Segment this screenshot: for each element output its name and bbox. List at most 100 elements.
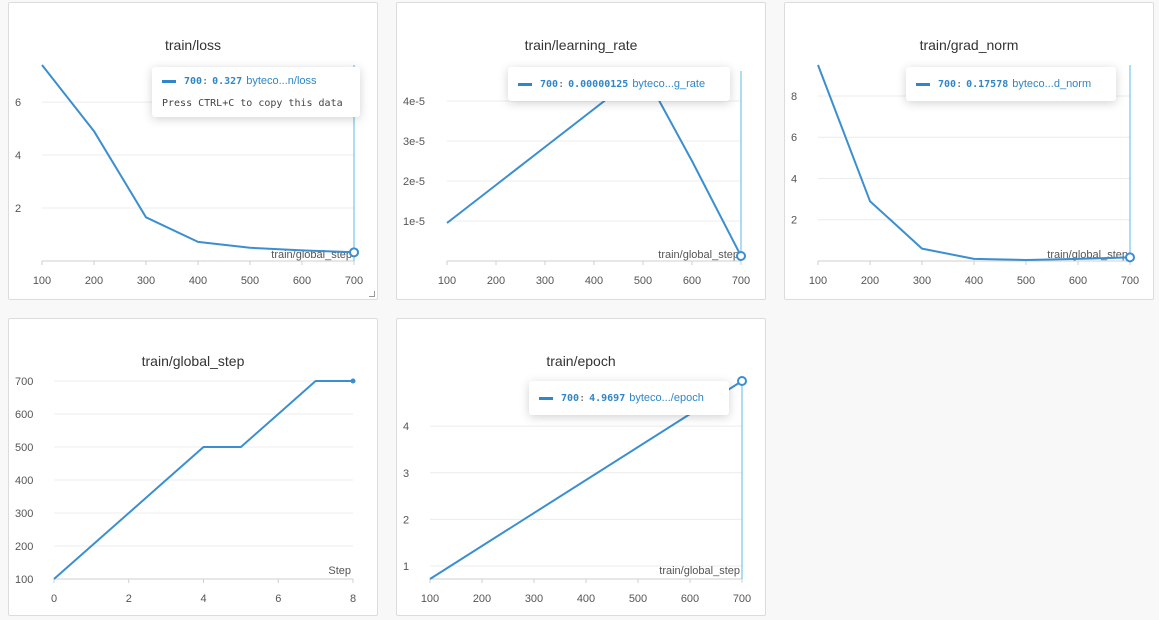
- x-tick-label: 300: [525, 593, 543, 605]
- tooltip-step: 700: [938, 78, 957, 90]
- tooltip-step: 700: [561, 392, 580, 404]
- tooltip-value: 0.327: [212, 75, 243, 87]
- x-tick-label: 200: [861, 275, 879, 287]
- chart-panel-train-loss[interactable]: 2 4 6 100 200 300 400 500 600 700 train/global_ste…: [8, 2, 378, 300]
- x-tick-label: 200: [487, 275, 505, 287]
- x-tick-label: 300: [913, 275, 931, 287]
- data-point: [350, 378, 356, 384]
- y-tick-label: 4: [791, 173, 797, 185]
- chart-panel-train-global-step[interactable]: 100 200 300 400 500 600 700 0 2 4 6 8 Step train/glo…: [8, 318, 378, 616]
- x-tick-label: 700: [1121, 275, 1139, 287]
- y-tick-label: 100: [15, 574, 33, 586]
- x-axis-label: Step: [328, 565, 351, 577]
- chart-panel-train-learning-rate[interactable]: 1e-5 2e-5 3e-5 4e-5 100 200 300 400 500 600 700 tra…: [396, 2, 766, 300]
- x-tick-label: 500: [629, 593, 647, 605]
- x-tick-label: 300: [137, 275, 155, 287]
- x-tick-label: 100: [438, 275, 456, 287]
- series-swatch: [539, 396, 553, 400]
- tooltip-colon: :: [956, 78, 963, 90]
- y-tick-label: 4: [403, 421, 409, 433]
- x-tick-label: 700: [345, 275, 363, 287]
- x-tick-label: 600: [293, 275, 311, 287]
- highlight-point: [1125, 252, 1135, 263]
- chart-tooltip: 700: 4.9697 byteco.../epoch: [529, 381, 729, 415]
- y-tick-label: 4: [15, 150, 21, 162]
- chart-title: train/grad_norm: [919, 37, 1019, 53]
- series-line: [817, 64, 1131, 261]
- series-swatch: [916, 82, 930, 86]
- tooltip-step: 700: [184, 75, 203, 87]
- y-tick-label: 200: [15, 541, 33, 553]
- y-tick-label: 2: [15, 203, 21, 215]
- x-tick-label: 600: [683, 275, 701, 287]
- x-tick-label: 500: [634, 275, 652, 287]
- y-tick-label: 2: [791, 215, 797, 227]
- x-axis-label: train/global_step: [659, 565, 740, 577]
- y-tick-label: 8: [791, 91, 797, 103]
- chart-title: train/loss: [164, 37, 222, 53]
- y-tick-label: 500: [15, 442, 33, 454]
- x-tick-label: 700: [732, 275, 750, 287]
- x-tick-label: 500: [241, 275, 259, 287]
- x-tick-label: 400: [965, 275, 983, 287]
- y-tick-label: 3: [403, 468, 409, 480]
- chart-svg-train-epoch: 1 2 3 4 100 200 300 400 500 600 700 train/global_st…: [403, 376, 751, 605]
- tooltip-value: 0.00000125: [568, 78, 629, 90]
- x-tick-label: 200: [85, 275, 103, 287]
- series-swatch: [162, 79, 176, 83]
- tooltip-value: 0.17578: [966, 78, 1009, 90]
- x-tick-label: 400: [189, 275, 207, 287]
- x-tick-label: 600: [681, 593, 699, 605]
- highlight-point: [736, 251, 746, 261]
- chart-svg-train-global-step: 100 200 300 400 500 600 700 0 2 4 6 8 Step: [15, 376, 356, 605]
- x-axis-label: train/global_step: [658, 249, 739, 261]
- x-tick-label: 8: [350, 593, 356, 605]
- chart-tooltip: 700: 0.327 byteco...n/loss Press CTRL+C …: [152, 67, 360, 117]
- y-tick-label: 2e-5: [403, 176, 425, 188]
- y-tick-label: 300: [15, 508, 33, 520]
- y-tick-label: 1: [403, 561, 409, 573]
- x-tick-label: 4: [200, 593, 206, 605]
- tooltip-series-name: byteco...g_rate: [632, 78, 706, 90]
- chart-panel-train-epoch[interactable]: 1 2 3 4 100 200 300 400 500 600 700 train/global_st…: [396, 318, 766, 616]
- y-tick-label: 1e-5: [403, 216, 425, 228]
- x-tick-label: 100: [809, 275, 827, 287]
- x-tick-label: 400: [577, 593, 595, 605]
- chart-title: train/learning_rate: [524, 37, 638, 53]
- x-tick-label: 100: [33, 275, 51, 287]
- y-tick-label: 2: [403, 514, 409, 526]
- resize-handle[interactable]: [369, 291, 375, 297]
- tooltip-colon: :: [558, 78, 565, 90]
- x-tick-label: 2: [126, 593, 132, 605]
- chart-tooltip: 700: 0.00000125 byteco...g_rate: [508, 67, 730, 101]
- highlight-point: [349, 247, 359, 258]
- tooltip-colon: :: [202, 75, 209, 87]
- highlight-point: [737, 376, 747, 386]
- tooltip-copy-hint: Press CTRL+C to copy this data: [162, 97, 343, 109]
- y-tick-label: 3e-5: [403, 136, 425, 148]
- x-tick-label: 700: [733, 593, 751, 605]
- tooltip-series-name: byteco...d_norm: [1012, 78, 1092, 90]
- chart-panel-train-grad-norm[interactable]: 2 4 6 8 100 200 300 400 500 600 700 train/global_st…: [784, 2, 1154, 300]
- series-swatch: [518, 82, 532, 86]
- y-tick-label: 6: [15, 97, 21, 109]
- chart-title: train/epoch: [546, 353, 616, 369]
- chart-title: train/global_step: [141, 353, 245, 369]
- y-tick-label: 4e-5: [403, 96, 425, 108]
- y-tick-label: 600: [15, 409, 33, 421]
- y-tick-label: 6: [791, 132, 797, 144]
- x-tick-label: 600: [1069, 275, 1087, 287]
- x-tick-label: 100: [421, 593, 439, 605]
- tooltip-step: 700: [540, 78, 559, 90]
- x-tick-label: 0: [51, 593, 57, 605]
- chart-svg-train-learning-rate: 1e-5 2e-5 3e-5 4e-5 100 200 300 400 500 600 700 tra…: [403, 70, 750, 287]
- chart-tooltip: 700: 0.17578 byteco...d_norm: [906, 67, 1116, 101]
- tooltip-series-name: byteco...n/loss: [246, 75, 317, 87]
- x-tick-label: 200: [473, 593, 491, 605]
- tooltip-value: 4.9697: [589, 392, 626, 404]
- x-tick-label: 300: [536, 275, 554, 287]
- y-tick-label: 700: [15, 376, 33, 388]
- x-tick-label: 6: [275, 593, 281, 605]
- x-tick-label: 400: [585, 275, 603, 287]
